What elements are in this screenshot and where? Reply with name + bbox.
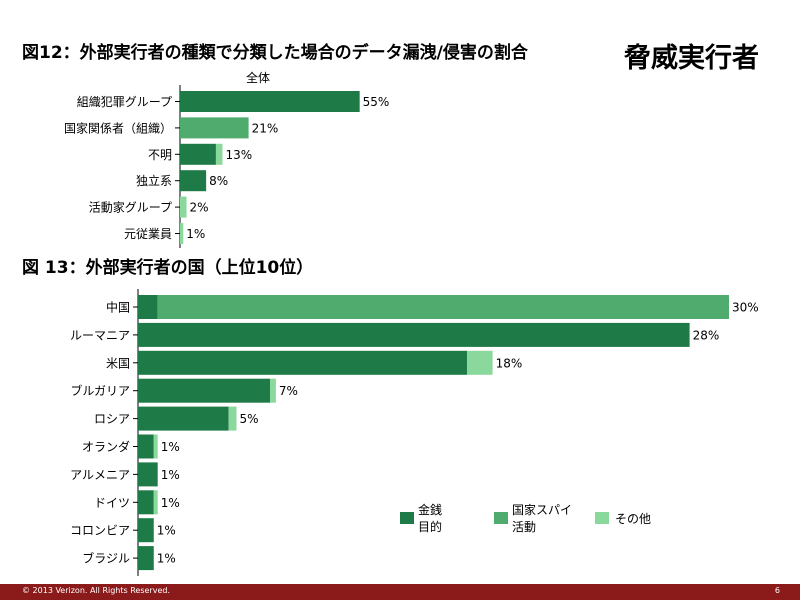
legend-label: 活動	[512, 520, 536, 534]
category-label: ルーマニア	[70, 328, 130, 342]
category-label: 独立系	[136, 173, 172, 188]
value-label: 1%	[157, 524, 176, 538]
bar-segment	[215, 143, 223, 165]
legend-swatch	[595, 512, 609, 524]
value-label: 13%	[225, 148, 252, 162]
legend-label: 目的	[418, 519, 442, 534]
page-number: 6	[774, 586, 780, 595]
legend-swatch	[400, 512, 414, 524]
bar-segment	[180, 223, 184, 244]
section-badge: 脅威実行者	[624, 43, 759, 74]
category-label: アルメニア	[70, 468, 130, 482]
footer-copyright: © 2013 Verizon. All Rights Reserved.	[22, 586, 170, 595]
value-label: 21%	[252, 121, 279, 135]
bar-segment	[138, 295, 158, 319]
bar-segment	[180, 91, 360, 112]
category-label: ブルガリア	[70, 383, 130, 398]
category-label: 不明	[148, 148, 172, 162]
category-label: コロンビア	[70, 524, 130, 538]
value-label: 1%	[186, 227, 205, 241]
value-label: 1%	[157, 552, 176, 566]
value-label: 1%	[161, 440, 180, 454]
bar-segment	[138, 350, 467, 375]
value-label: 18%	[496, 356, 523, 370]
footer-bar: © 2013 Verizon. All Rights Reserved. 6	[0, 584, 800, 600]
category-label: 元従業員	[124, 227, 172, 241]
bar-segment	[180, 170, 207, 192]
category-label: 組織犯罪グループ	[77, 95, 172, 109]
bar-segment	[138, 322, 690, 347]
value-label: 1%	[161, 468, 180, 482]
category-label: 国家関係者（組織）	[64, 120, 172, 135]
category-label: 中国	[106, 300, 130, 315]
bar-segment	[228, 406, 237, 431]
bar-segment	[138, 546, 154, 571]
series-label: 全体	[246, 70, 270, 85]
value-label: 2%	[190, 201, 209, 215]
value-label: 5%	[240, 412, 259, 426]
category-label: ブラジル	[82, 551, 130, 566]
category-label: 米国	[106, 356, 130, 370]
bar-segment	[138, 378, 270, 403]
value-label: 7%	[279, 384, 298, 398]
bar-segment	[138, 518, 154, 543]
legend-swatch	[494, 512, 508, 524]
category-label: ドイツ	[94, 496, 130, 510]
category-label: 活動家グループ	[89, 200, 172, 215]
bar-segment	[138, 462, 158, 487]
legend-label: 国家スパイ	[512, 502, 572, 517]
legend-label: その他	[615, 512, 651, 526]
chart1-title: 図12：外部実行者の種類で分類した場合のデータ漏洩/侵害の割合	[22, 43, 528, 63]
value-label: 28%	[693, 328, 720, 342]
value-label: 8%	[209, 174, 228, 188]
bar-segment	[153, 434, 158, 459]
bar-segment	[180, 196, 187, 218]
bar-segment	[157, 295, 729, 319]
bar-segment	[153, 490, 158, 515]
value-label: 1%	[161, 496, 180, 510]
bar-segment	[138, 406, 229, 431]
actor-country-chart: 中国 30% ルーマニア 28% 米国 18% ブルガリア 7% ロシア 5% オランダ 1% アルメニ…	[70, 289, 759, 576]
value-label: 55%	[363, 95, 390, 109]
bar-segment	[466, 350, 493, 375]
legend-label: 金銭	[418, 502, 442, 517]
category-label: ロシア	[94, 412, 130, 426]
category-label: オランダ	[82, 439, 130, 454]
bar-segment	[180, 143, 216, 165]
bar-segment	[269, 378, 276, 403]
bar-segment	[138, 434, 154, 459]
chart2-title: 図 13：外部実行者の国（上位10位）	[22, 258, 314, 278]
bar-segment	[138, 490, 154, 515]
value-label: 30%	[732, 301, 759, 315]
bar-segment	[180, 117, 249, 139]
